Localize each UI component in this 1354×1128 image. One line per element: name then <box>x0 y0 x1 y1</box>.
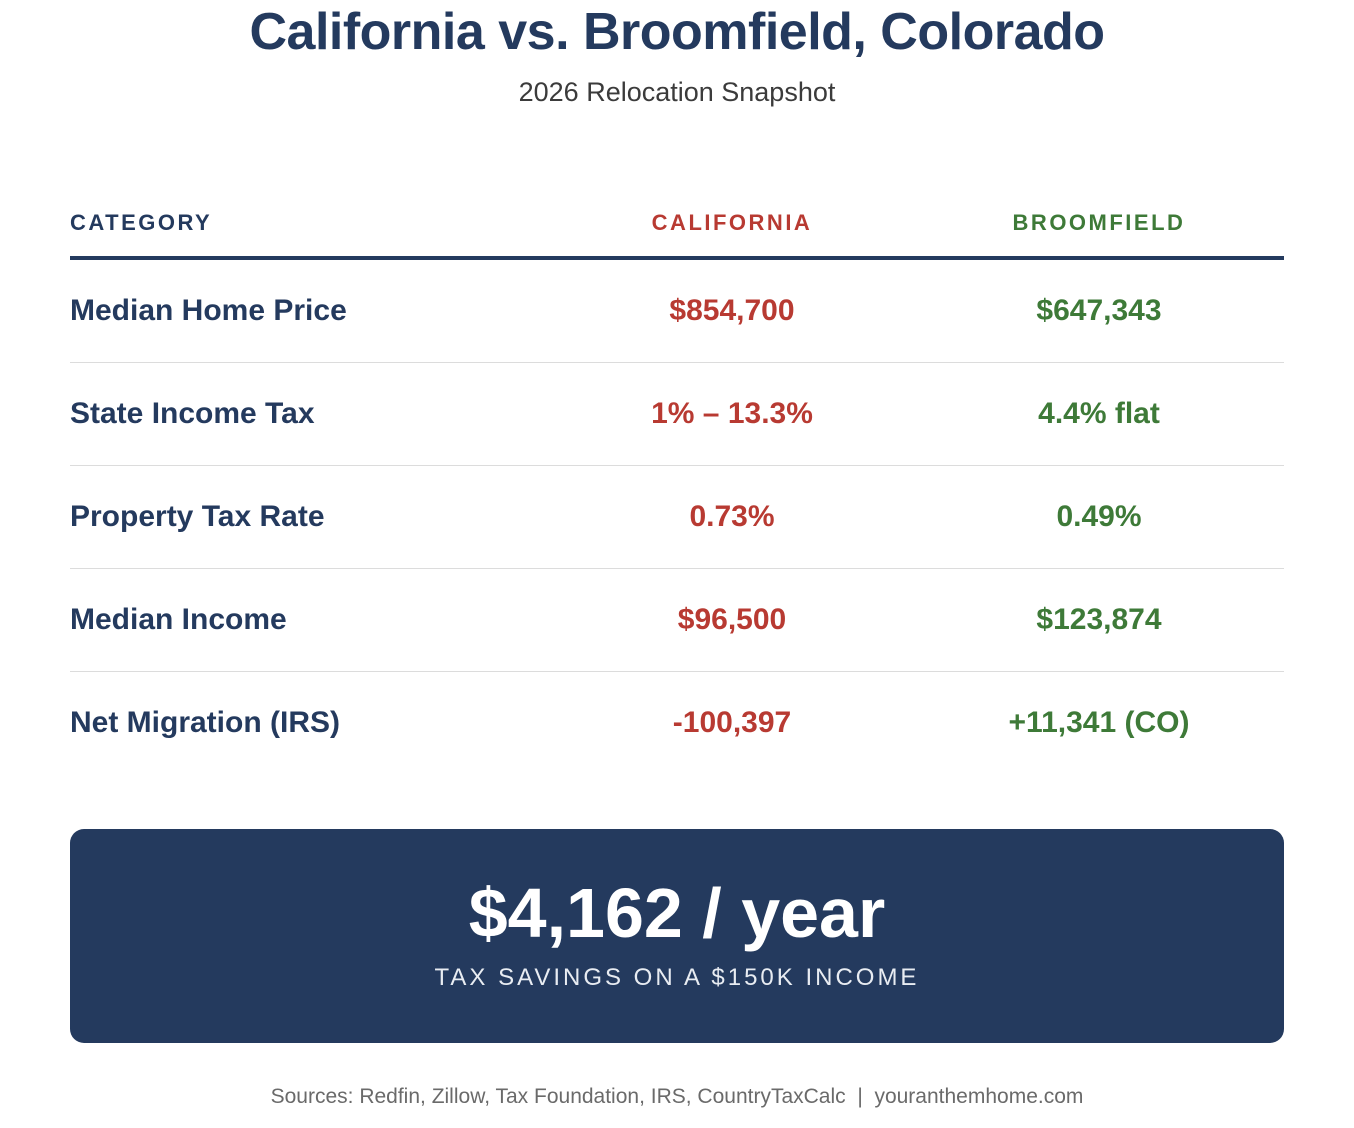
comparison-table: CATEGORY CALIFORNIA BROOMFIELD Median Ho… <box>70 190 1284 774</box>
savings-amount: $4,162 / year <box>468 874 886 952</box>
california-value: $854,700 <box>669 294 795 327</box>
column-header-broomfield: BROOMFIELD <box>1012 210 1186 235</box>
california-value: $96,500 <box>677 603 787 636</box>
page-title: California vs. Broomfield, Colorado <box>249 3 1105 61</box>
sources-footer: Sources: Redfin, Zillow, Tax Foundation,… <box>270 1085 1084 1108</box>
california-value: -100,397 <box>672 706 792 739</box>
broomfield-value: +11,341 (CO) <box>1008 706 1190 739</box>
savings-banner: $4,162 / year TAX SAVINGS ON A $150K INC… <box>70 829 1284 1043</box>
table-row: State Income Tax 1% – 13.3% 4.4% flat <box>70 363 1284 466</box>
table-header-row: CATEGORY CALIFORNIA BROOMFIELD <box>70 190 1284 260</box>
page-subtitle: 2026 Relocation Snapshot <box>518 77 836 107</box>
california-value: 1% – 13.3% <box>651 397 813 430</box>
broomfield-value: $647,343 <box>1036 294 1162 327</box>
broomfield-value: 0.49% <box>1056 500 1142 533</box>
row-category: Median Income <box>70 603 287 636</box>
savings-caption: TAX SAVINGS ON A $150K INCOME <box>434 964 920 991</box>
broomfield-value: 4.4% flat <box>1038 397 1160 430</box>
table-row: Net Migration (IRS) -100,397 +11,341 (CO… <box>70 672 1284 774</box>
table-row: Median Income $96,500 $123,874 <box>70 569 1284 672</box>
table-row: Median Home Price $854,700 $647,343 <box>70 260 1284 363</box>
broomfield-value: $123,874 <box>1036 603 1162 636</box>
table-row: Property Tax Rate 0.73% 0.49% <box>70 466 1284 569</box>
row-category: Property Tax Rate <box>70 500 325 533</box>
row-category: Net Migration (IRS) <box>70 706 340 739</box>
california-value: 0.73% <box>689 500 775 533</box>
column-header-category: CATEGORY <box>70 210 213 235</box>
row-category: Median Home Price <box>70 294 347 327</box>
column-header-california: CALIFORNIA <box>651 210 813 235</box>
row-category: State Income Tax <box>70 397 315 430</box>
